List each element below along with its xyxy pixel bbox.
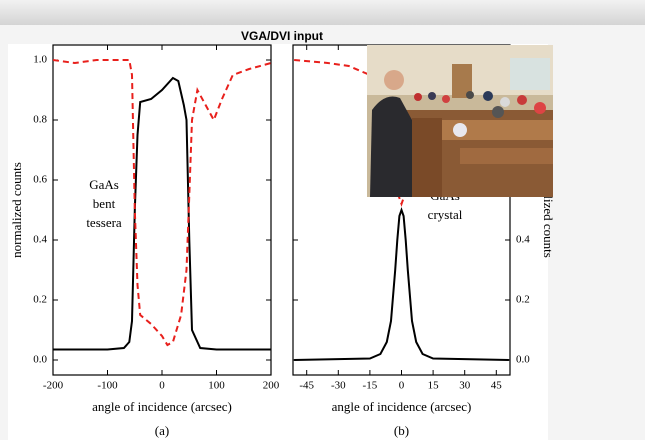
x-tick-label: -15 (363, 380, 378, 392)
x-tick-label: -100 (97, 380, 118, 392)
y-axis-label: normalized counts (9, 162, 24, 258)
y-tick-label: 0.4 (516, 234, 530, 246)
top-bar (0, 0, 645, 25)
window-title: VGA/DVI input (241, 29, 323, 43)
x-tick-label: 0 (399, 380, 405, 392)
x-tick-label: 100 (208, 380, 225, 392)
y-tick-label: 0.2 (33, 294, 47, 306)
x-tick-label: 15 (428, 380, 440, 392)
data-line (53, 76, 271, 351)
x-tick-label: -200 (43, 380, 64, 392)
x-tick-label: -30 (331, 380, 346, 392)
x-axis-label: angle of incidence (arcsec) (332, 399, 472, 414)
annotation: GaAs (89, 177, 119, 192)
x-tick-label: 45 (491, 380, 503, 392)
plot: 0.0 0.2 0.4 0.6 0.8 1.0 -200 -100 0 100 200 angle o… (9, 44, 280, 438)
y-tick-label: 0.0 (33, 354, 47, 366)
x-tick-label: 30 (459, 380, 471, 392)
y-tick-label: 0.4 (33, 234, 47, 246)
panel-label: (a) (155, 423, 169, 438)
data-line (53, 59, 271, 347)
annotation: tessera (86, 215, 122, 230)
y-tick-label: 1.0 (33, 54, 47, 66)
y-tick-label: 0.6 (33, 174, 47, 186)
x-tick-label: -45 (299, 380, 314, 392)
x-tick-label: 0 (159, 380, 165, 392)
y-tick-label: 0.2 (516, 294, 530, 306)
x-tick-label: 200 (263, 380, 280, 392)
y-tick-label: 0.8 (33, 114, 47, 126)
y-tick-label: 0.0 (516, 354, 530, 366)
x-axis-label: angle of incidence (arcsec) (92, 399, 232, 414)
photo (367, 45, 553, 197)
annotation: bent (93, 196, 116, 211)
panel-label: (b) (394, 423, 409, 438)
data-line (294, 206, 509, 361)
annotation: crystal (428, 207, 463, 222)
